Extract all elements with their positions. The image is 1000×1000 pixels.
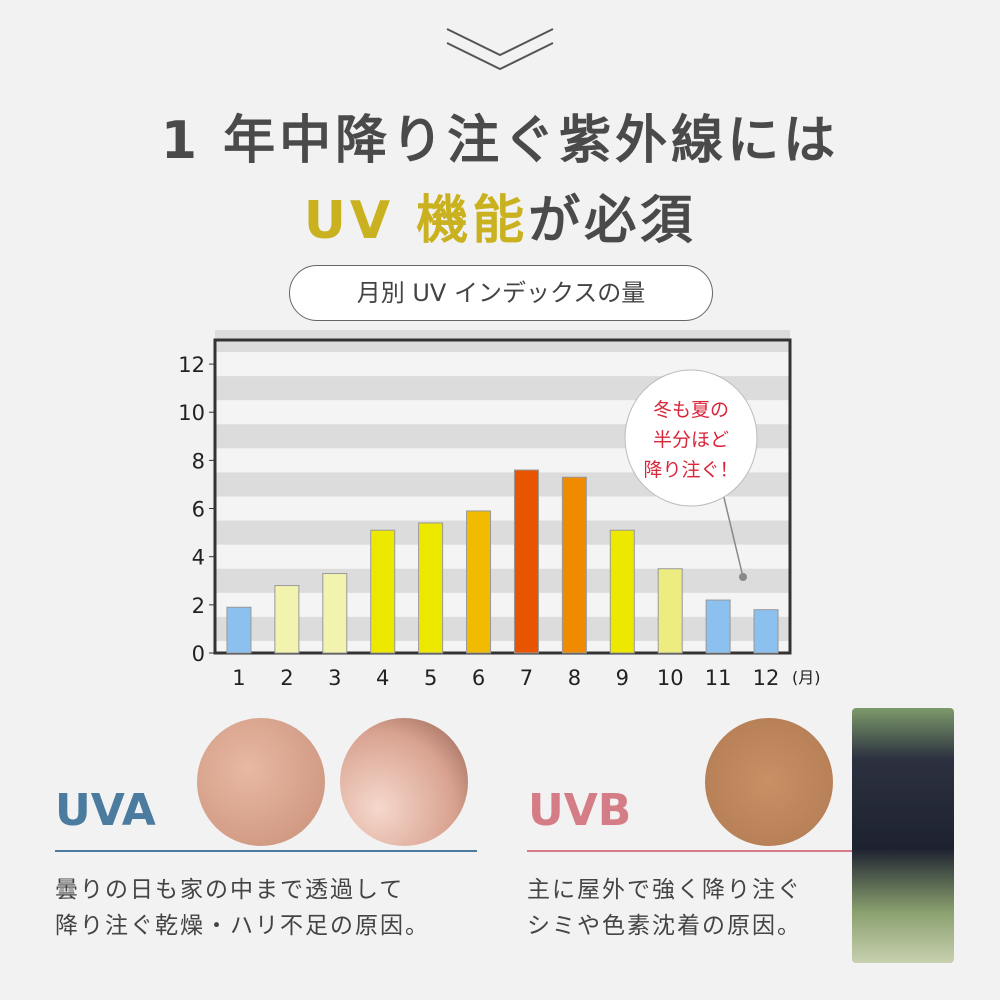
y-tick-label: 4 — [192, 546, 205, 570]
x-tick-label: 5 — [424, 666, 437, 690]
x-tick-label: 2 — [280, 666, 293, 690]
uva-desc-line: 曇りの日も家の中まで透過して — [55, 877, 405, 903]
bar-month-3 — [322, 573, 348, 654]
uvb-description: 主に屋外で強く降り注ぐ シミや色素沈着の原因。 — [527, 872, 802, 944]
bar-month-10 — [657, 568, 683, 654]
uva-label: UVA — [55, 785, 156, 836]
chevron-down-icon — [446, 28, 554, 71]
headline-line2: UV 機能が必須 — [0, 178, 1000, 253]
callout-dot — [739, 573, 747, 581]
uvb-label: UVB — [528, 785, 632, 836]
x-tick-label: 4 — [376, 666, 389, 690]
bar-month-11 — [705, 599, 731, 654]
y-tick-label: 6 — [192, 498, 205, 522]
uva-desc-line: 降り注ぐ乾燥・ハリ不足の原因。 — [55, 913, 430, 939]
y-tick-label: 12 — [178, 353, 205, 377]
uvb-desc-line: 主に屋外で強く降り注ぐ — [527, 877, 802, 903]
bar-month-5 — [418, 522, 444, 654]
y-tick-label: 0 — [192, 642, 205, 666]
bar-month-12 — [753, 609, 779, 654]
chart-title-pill: 月別 UV インデックスの量 — [289, 265, 713, 321]
x-tick-label: 9 — [616, 666, 629, 690]
x-tick-label: 3 — [328, 666, 341, 690]
x-tick-label: 10 — [657, 666, 684, 690]
callout-bubble — [624, 369, 758, 507]
headline-line1: 1 年中降り注ぐ紫外線には — [160, 111, 840, 171]
bar-month-8 — [561, 476, 587, 654]
uvb-divider — [527, 850, 852, 852]
y-tick-label: 10 — [178, 401, 205, 425]
skin-spot-photo — [705, 718, 833, 846]
headline-accent: UV 機能 — [303, 191, 529, 251]
bar-month-2 — [274, 585, 300, 654]
bar-month-7 — [513, 469, 539, 654]
y-tick-label: 8 — [192, 449, 205, 473]
callout-text: 降り注ぐ！ — [643, 459, 738, 481]
skin-dry-photo — [197, 718, 325, 846]
x-tick-label: 12 — [753, 666, 780, 690]
bar-month-1 — [226, 606, 252, 654]
x-tick-label: 11 — [705, 666, 732, 690]
y-tick-label: 2 — [192, 594, 205, 618]
callout-text: 半分ほど — [653, 429, 729, 451]
x-tick-label: 1 — [232, 666, 245, 690]
callout-text: 冬も夏の — [653, 399, 729, 421]
parasol-photo — [852, 708, 954, 963]
grid-band — [215, 568, 790, 593]
uvb-desc-line: シミや色素沈着の原因。 — [527, 913, 802, 939]
uva-divider — [55, 850, 477, 852]
plot-frame — [213, 338, 792, 655]
x-unit-label: (月) — [792, 668, 821, 687]
grid-band — [215, 520, 790, 545]
x-tick-label: 6 — [472, 666, 485, 690]
bar-month-9 — [609, 529, 635, 654]
bar-month-6 — [466, 510, 492, 654]
skin-pinch-photo — [340, 718, 468, 846]
x-tick-label: 8 — [568, 666, 581, 690]
bar-month-4 — [370, 529, 396, 654]
uva-description: 曇りの日も家の中まで透過して 降り注ぐ乾燥・ハリ不足の原因。 — [55, 872, 430, 944]
grid-band — [215, 616, 790, 641]
headline-rest: が必須 — [528, 191, 697, 251]
x-tick-label: 7 — [520, 666, 533, 690]
